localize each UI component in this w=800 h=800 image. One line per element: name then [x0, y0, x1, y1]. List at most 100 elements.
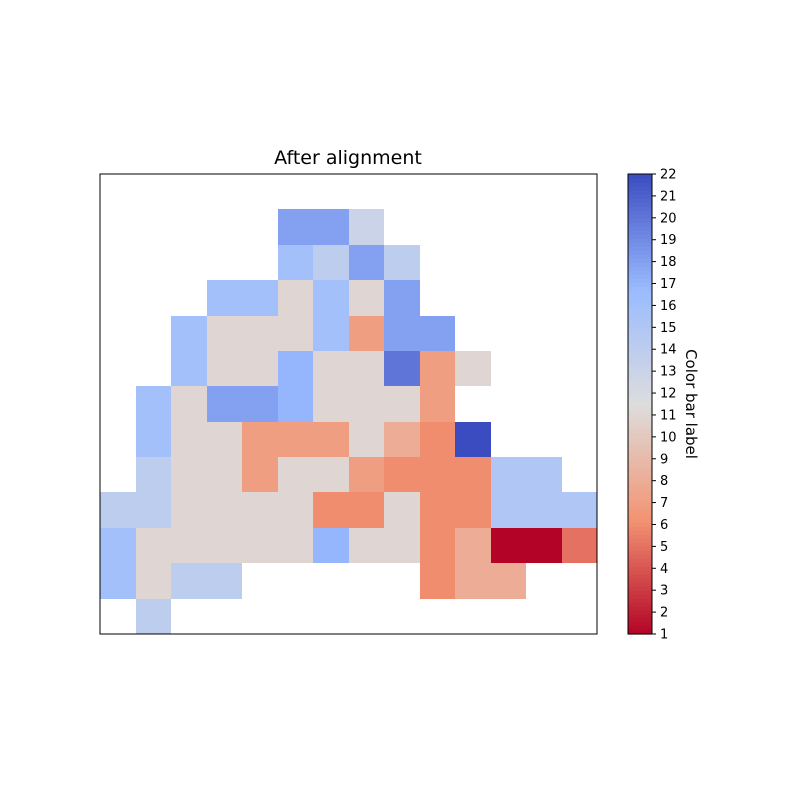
heatmap-cell	[171, 563, 207, 599]
colorbar-strip	[628, 238, 652, 243]
heatmap-cell	[313, 245, 349, 280]
heatmap-cell	[136, 563, 171, 599]
colorbar-strip	[628, 230, 652, 235]
colorbar-strip	[628, 574, 652, 579]
heatmap-cell	[207, 351, 242, 386]
colorbar-strip	[628, 406, 652, 411]
colorbar-tick-label: 7	[660, 496, 668, 511]
colorbar-strip	[628, 454, 652, 459]
colorbar-tick-label: 12	[660, 387, 677, 402]
colorbar-tick-label: 3	[660, 584, 668, 599]
colorbar-strip	[628, 438, 652, 443]
heatmap-cell	[242, 457, 278, 492]
heatmap-cell	[100, 528, 136, 563]
heatmap-cell	[349, 528, 384, 563]
colorbar-strip	[628, 502, 652, 507]
colorbar-strip	[628, 498, 652, 503]
colorbar-strip	[628, 526, 652, 531]
heatmap-cell	[491, 528, 526, 563]
heatmap-cell	[207, 492, 242, 528]
heatmap-cell	[278, 492, 313, 528]
colorbar-strip	[628, 514, 652, 519]
colorbar-strip	[628, 510, 652, 515]
heatmap-cell	[278, 528, 313, 563]
colorbar-strip	[628, 206, 652, 211]
colorbar-strip	[628, 482, 652, 487]
heatmap-cell	[207, 422, 242, 457]
colorbar-strip	[628, 598, 652, 603]
heatmap-cell	[136, 386, 171, 422]
colorbar-strip	[628, 226, 652, 231]
heatmap-cell	[171, 386, 207, 422]
heatmap-cell	[136, 457, 171, 492]
colorbar-strip	[628, 334, 652, 339]
colorbar-strip	[628, 458, 652, 463]
heatmap-cell	[455, 492, 491, 528]
colorbar-strip	[628, 530, 652, 535]
colorbar-strip	[628, 242, 652, 247]
colorbar-strip	[628, 630, 652, 635]
colorbar-gradient	[628, 174, 652, 635]
colorbar-strip	[628, 246, 652, 251]
colorbar-strip	[628, 542, 652, 547]
heatmap-cell	[136, 528, 171, 563]
heatmap-cell	[242, 528, 278, 563]
heatmap-cell	[242, 386, 278, 422]
heatmap-cell	[420, 386, 455, 422]
colorbar-strip	[628, 302, 652, 307]
heatmap-cell	[384, 316, 420, 351]
heatmap-cell	[491, 457, 526, 492]
heatmap-cell	[278, 209, 313, 245]
colorbar-strip	[628, 258, 652, 263]
colorbar-strip	[628, 366, 652, 371]
colorbar-strip	[628, 566, 652, 571]
heatmap-cell	[526, 457, 562, 492]
colorbar-strip	[628, 202, 652, 207]
heatmap-cell	[384, 280, 420, 316]
colorbar-strip	[628, 350, 652, 355]
colorbar-tick-label: 11	[660, 408, 677, 423]
heatmap-cell	[420, 528, 455, 563]
heatmap-cell	[278, 280, 313, 316]
colorbar-strip	[628, 430, 652, 435]
chart-title: After alignment	[274, 147, 422, 169]
colorbar-strip	[628, 378, 652, 383]
heatmap-cell	[420, 351, 455, 386]
colorbar-strip	[628, 314, 652, 319]
colorbar-strip	[628, 506, 652, 511]
colorbar-strip	[628, 570, 652, 575]
heatmap-cell	[384, 245, 420, 280]
colorbar-strip	[628, 342, 652, 347]
heatmap-cell	[242, 422, 278, 457]
heatmap-cell	[455, 457, 491, 492]
heatmap-cell	[384, 351, 420, 386]
heatmap-cell	[349, 245, 384, 280]
heatmap-cell	[349, 457, 384, 492]
heatmap-cell	[420, 563, 455, 599]
colorbar-strip	[628, 178, 652, 183]
heatmap-cell	[278, 351, 313, 386]
heatmap-cell	[207, 280, 242, 316]
heatmap-cell	[491, 492, 526, 528]
colorbar-strip	[628, 234, 652, 239]
colorbar-strip	[628, 614, 652, 619]
heatmap-cells	[100, 209, 597, 634]
colorbar-strip	[628, 414, 652, 419]
colorbar-tick-label: 9	[660, 452, 668, 467]
colorbar-strip	[628, 586, 652, 591]
heatmap-cell	[313, 280, 349, 316]
heatmap-cell	[278, 386, 313, 422]
colorbar-tick-label: 1	[660, 628, 668, 643]
heatmap-cell	[384, 492, 420, 528]
heatmap-cell	[349, 422, 384, 457]
heatmap-cell	[349, 492, 384, 528]
heatmap-cell	[242, 351, 278, 386]
colorbar-strip	[628, 214, 652, 219]
heatmap-cell	[349, 386, 384, 422]
heatmap-cell	[207, 563, 242, 599]
heatmap-cell	[136, 492, 171, 528]
heatmap-cell	[349, 316, 384, 351]
colorbar-strip	[628, 394, 652, 399]
colorbar-strip	[628, 418, 652, 423]
